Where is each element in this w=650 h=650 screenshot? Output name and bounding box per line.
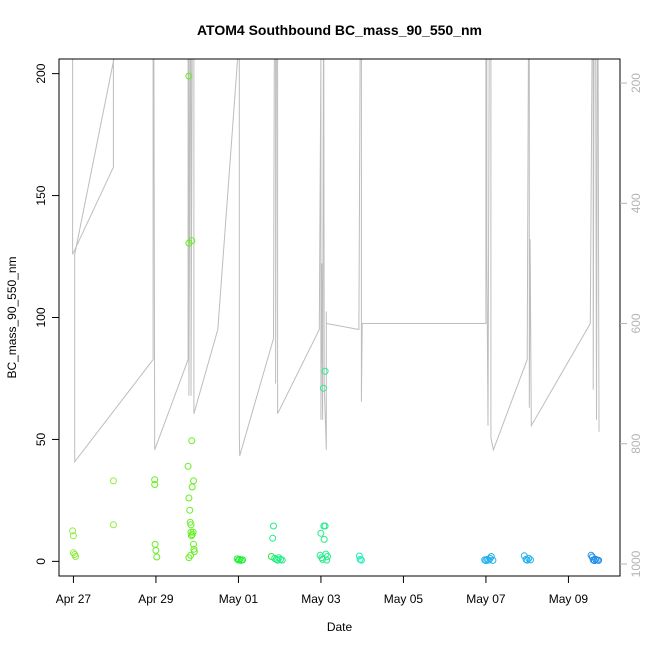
data-point (270, 522, 277, 530)
data-point (152, 546, 160, 554)
y2-tick-label: 1000 (629, 550, 643, 577)
data-point (482, 557, 490, 565)
x-tick-label: May 09 (549, 592, 589, 606)
data-point (184, 462, 192, 470)
y-tick-label: 150 (34, 185, 48, 205)
data-point (321, 522, 329, 530)
data-point (323, 556, 331, 564)
data-point (188, 437, 196, 445)
data-point (527, 556, 534, 564)
data-point (190, 545, 198, 553)
y-axis-left: 0 50 100 150 200 (34, 63, 59, 565)
data-point (236, 555, 244, 563)
data-point (355, 552, 363, 560)
data-point (489, 556, 497, 564)
x-tick-label: May 07 (466, 592, 506, 606)
data-point (190, 477, 197, 485)
data-point (269, 534, 277, 542)
data-point (487, 553, 495, 560)
data-point (185, 72, 193, 80)
data-point (525, 554, 533, 562)
y-tick-label: 50 (34, 432, 48, 446)
data-point (185, 494, 193, 502)
data-point (589, 556, 597, 564)
data-point (186, 506, 194, 514)
data-point (151, 481, 159, 488)
data-point (153, 553, 161, 561)
y-tick-label: 0 (34, 558, 48, 565)
pressure-line (72, 59, 600, 464)
y-tick-label: 200 (34, 63, 48, 83)
data-point (188, 237, 196, 245)
data-point (109, 477, 117, 485)
data-point (319, 555, 327, 563)
data-point (190, 548, 198, 556)
data-point (357, 556, 365, 564)
data-point (109, 521, 117, 529)
data-point (239, 556, 247, 564)
data-point (187, 521, 195, 529)
x-tick-label: Apr 27 (56, 592, 92, 606)
x-tick-label: May 01 (219, 592, 259, 606)
data-point (151, 540, 159, 548)
chart-title: ATOM4 Southbound BC_mass_90_550_nm (197, 22, 482, 38)
x-tick-label: May 03 (301, 592, 341, 606)
y2-tick-label: 800 (629, 433, 643, 453)
data-point (69, 527, 77, 535)
data-point (72, 553, 79, 560)
data-point (187, 551, 195, 559)
data-point (523, 556, 531, 564)
data-point (319, 384, 327, 392)
data-point (320, 535, 328, 543)
data-point (278, 556, 286, 564)
data-point (189, 528, 197, 536)
y2-tick-label: 400 (629, 193, 643, 213)
data-point (520, 552, 528, 560)
x-axis: Apr 27 Apr 29 May 01 May 03 May 05 May 07 May … (56, 576, 589, 606)
data-point (187, 532, 195, 540)
data-point (69, 549, 77, 557)
x-tick-label: Apr 29 (138, 592, 174, 606)
x-axis-label: Date (327, 620, 353, 634)
data-point (317, 529, 325, 537)
bc-mass-series (69, 72, 603, 565)
data-point (595, 556, 603, 564)
data-point (188, 483, 196, 491)
pressure-series (72, 59, 600, 464)
data-point (321, 367, 329, 375)
data-point (69, 532, 77, 540)
y-tick-label: 100 (34, 307, 48, 327)
data-point (190, 540, 197, 548)
plot-frame (58, 58, 621, 577)
y2-tick-label: 600 (629, 313, 643, 333)
data-point (151, 476, 159, 484)
y-axis-right: 200 400 600 800 1000 (620, 73, 643, 577)
y2-tick-label: 200 (629, 73, 643, 93)
x-tick-label: May 05 (384, 592, 424, 606)
y-axis-label: BC_mass_90_550_nm (5, 256, 19, 378)
data-point (590, 557, 598, 565)
